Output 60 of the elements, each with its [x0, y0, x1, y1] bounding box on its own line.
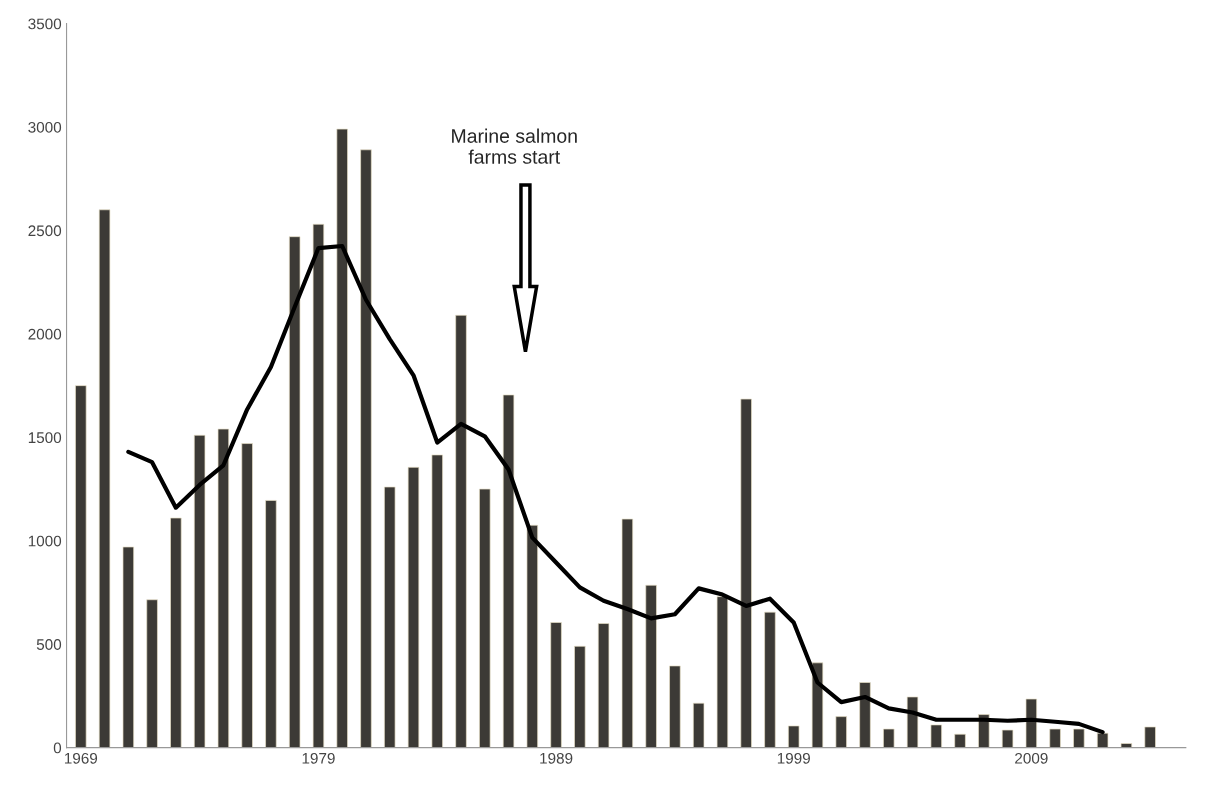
bar — [312, 223, 325, 748]
x-tick-label: 1979 — [302, 752, 335, 764]
bar — [1001, 729, 1014, 748]
bar — [98, 209, 111, 748]
bar — [788, 725, 800, 748]
bar — [550, 622, 562, 748]
bar — [1096, 732, 1109, 748]
bar — [716, 596, 729, 748]
bar — [764, 611, 776, 748]
bar — [384, 486, 396, 748]
bar — [1049, 728, 1061, 748]
bar — [930, 724, 942, 748]
bar — [859, 682, 871, 748]
bar — [122, 546, 135, 748]
bar — [288, 236, 301, 748]
bar — [170, 517, 182, 748]
bar — [621, 518, 634, 748]
line-series — [126, 243, 1105, 735]
x-tick-label: 1989 — [540, 752, 573, 764]
y-tick-label: 2000 — [28, 328, 62, 340]
bar — [455, 314, 467, 748]
bar — [479, 488, 491, 748]
bar — [954, 733, 966, 748]
bar — [883, 728, 895, 748]
y-tick-label: 1500 — [28, 432, 62, 444]
bar — [241, 443, 253, 748]
bar — [906, 696, 919, 748]
x-tick-label: 2009 — [1015, 752, 1048, 764]
bar — [431, 454, 443, 748]
y-tick-label: 2500 — [28, 225, 62, 237]
bar — [75, 385, 87, 748]
bar — [336, 128, 348, 748]
bar — [597, 623, 610, 748]
bar — [1120, 743, 1133, 748]
y-tick-label: 500 — [36, 639, 62, 650]
y-tick-label: 0 — [53, 742, 62, 754]
bar — [669, 665, 681, 748]
bar — [740, 398, 752, 748]
y-tick-label: 1000 — [28, 535, 62, 547]
y-tick-label: 3500 — [28, 18, 62, 30]
bar — [526, 524, 539, 748]
x-tick-label: 1969 — [64, 752, 98, 764]
bar — [265, 500, 277, 748]
bar — [193, 434, 206, 748]
bar — [692, 702, 705, 748]
bar — [502, 394, 515, 748]
bar — [1073, 728, 1085, 748]
bar — [1025, 698, 1038, 748]
bar — [1144, 726, 1156, 748]
x-tick-label: 1999 — [777, 752, 810, 764]
bar — [360, 149, 372, 748]
bar — [835, 716, 847, 748]
bar — [146, 599, 158, 748]
bar — [574, 645, 586, 748]
bar — [811, 662, 824, 748]
bar — [217, 428, 230, 748]
bar — [645, 584, 657, 748]
bar — [407, 466, 420, 748]
annotation: Marine salmon farms start — [452, 128, 577, 164]
y-tick-label: 3000 — [28, 121, 62, 133]
